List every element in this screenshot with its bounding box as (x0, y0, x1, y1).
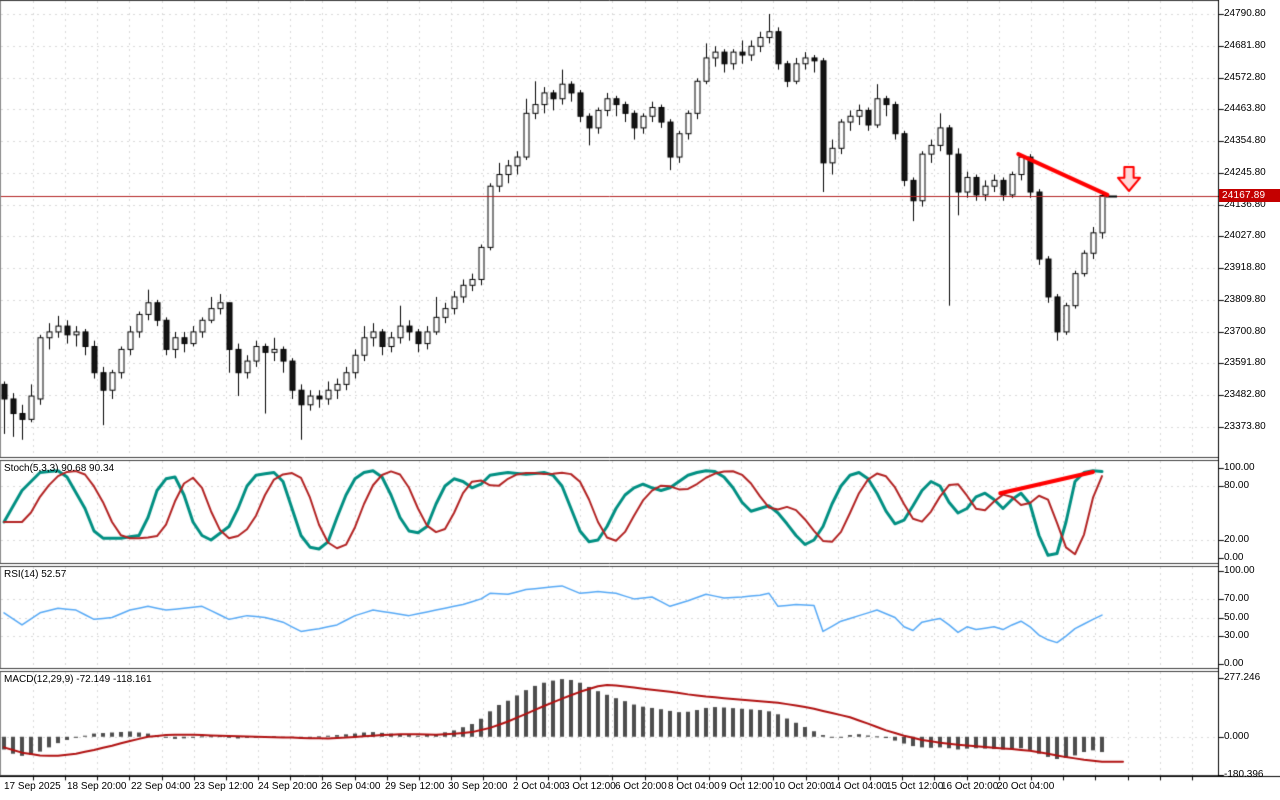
stoch-uptrend-line[interactable] (998, 469, 1096, 497)
time-axis-label: 10 Oct 20:00 (774, 781, 832, 792)
stochastic-label: Stoch(5,3,3) 90.68 90.34 (4, 463, 115, 474)
time-axis-label: 8 Oct 04:00 (668, 781, 720, 792)
time-axis[interactable]: 17 Sep 2025 18 Sep 20:00 22 Sep 04:00 23 Se… (0, 777, 1280, 800)
time-axis-label: 18 Sep 20:00 (67, 781, 127, 792)
time-axis-label: 9 Oct 12:00 (721, 781, 773, 792)
rsi-axis-label: 50.00 (1224, 612, 1250, 623)
time-axis-label: 17 Sep 2025 (4, 781, 61, 792)
price-axis-label: 23918.80 (1224, 262, 1266, 273)
rsi-axis-label: 70.00 (1224, 593, 1250, 604)
macd-axis-label: 0.000 (1224, 731, 1250, 742)
time-axis-label: 20 Oct 04:00 (997, 781, 1055, 792)
price-axis-label: 23700.80 (1224, 326, 1266, 337)
time-axis-label: 14 Oct 04:00 (830, 781, 888, 792)
rsi-panel: RSI(14) 52.57 (0, 566, 1219, 669)
macd-panel: MACD(12,29,9) -72.149 -118.161 (0, 671, 1219, 776)
price-axis-label: 24245.80 (1224, 167, 1266, 178)
price-axis-label: 23809.80 (1224, 294, 1266, 305)
stoch-axis-label: 80.00 (1224, 480, 1250, 491)
stoch-axis-label: 100.00 (1224, 462, 1255, 473)
time-axis-label: 26 Sep 04:00 (321, 781, 381, 792)
price-axis-label: 23373.80 (1224, 421, 1266, 432)
time-axis-label: 24 Sep 20:00 (258, 781, 318, 792)
rsi-label: RSI(14) 52.57 (4, 569, 67, 580)
time-axis-label: 23 Sep 12:00 (194, 781, 254, 792)
time-axis-label: 30 Sep 20:00 (448, 781, 508, 792)
stoch-axis-label: 0.00 (1224, 552, 1244, 563)
price-axis-label: 24354.80 (1224, 135, 1266, 146)
macd-axis-label: 277.246 (1224, 672, 1261, 683)
price-axis-label: 24463.80 (1224, 103, 1266, 114)
stochastic-panel: Stoch(5,3,3) 90.68 90.34 (0, 460, 1219, 564)
price-axis-label: 23482.80 (1224, 389, 1266, 400)
price-axis-label: 24027.80 (1224, 230, 1266, 241)
price-axis-label: 24572.80 (1224, 72, 1266, 83)
rsi-axis-label: 0.00 (1224, 658, 1244, 669)
rsi-axis-label: 100.00 (1224, 565, 1255, 576)
price-axis-label: 24790.80 (1224, 8, 1266, 19)
price-axis[interactable]: 24790.80 24681.80 24572.80 24463.80 24354.80… (1219, 0, 1280, 780)
stoch-axis-label: 20.00 (1224, 534, 1250, 545)
rsi-axis-label: 30.00 (1224, 630, 1250, 641)
time-axis-label: 22 Sep 04:00 (131, 781, 191, 792)
macd-label: MACD(12,29,9) -72.149 -118.161 (4, 674, 152, 685)
macd-axis-label: -180.396 (1224, 769, 1264, 780)
main-downtrend-line[interactable] (1016, 152, 1110, 197)
price-axis-label: 23591.80 (1224, 357, 1266, 368)
down-arrow-annotation[interactable] (1116, 165, 1142, 193)
price-axis-label: 24681.80 (1224, 40, 1266, 51)
time-axis-label: 3 Oct 12:00 (564, 781, 616, 792)
current-price-badge: 24167.89 (1219, 189, 1280, 202)
time-axis-label: 16 Oct 20:00 (941, 781, 999, 792)
current-price-line (0, 194, 1218, 197)
time-axis-label: 2 Oct 04:00 (513, 781, 565, 792)
time-axis-label: 6 Oct 20:00 (615, 781, 667, 792)
time-axis-label: 15 Oct 12:00 (886, 781, 944, 792)
time-axis-label: 29 Sep 12:00 (385, 781, 445, 792)
price-axis-label: 24136.80 (1224, 199, 1266, 210)
main-chart-panel (0, 0, 1219, 458)
